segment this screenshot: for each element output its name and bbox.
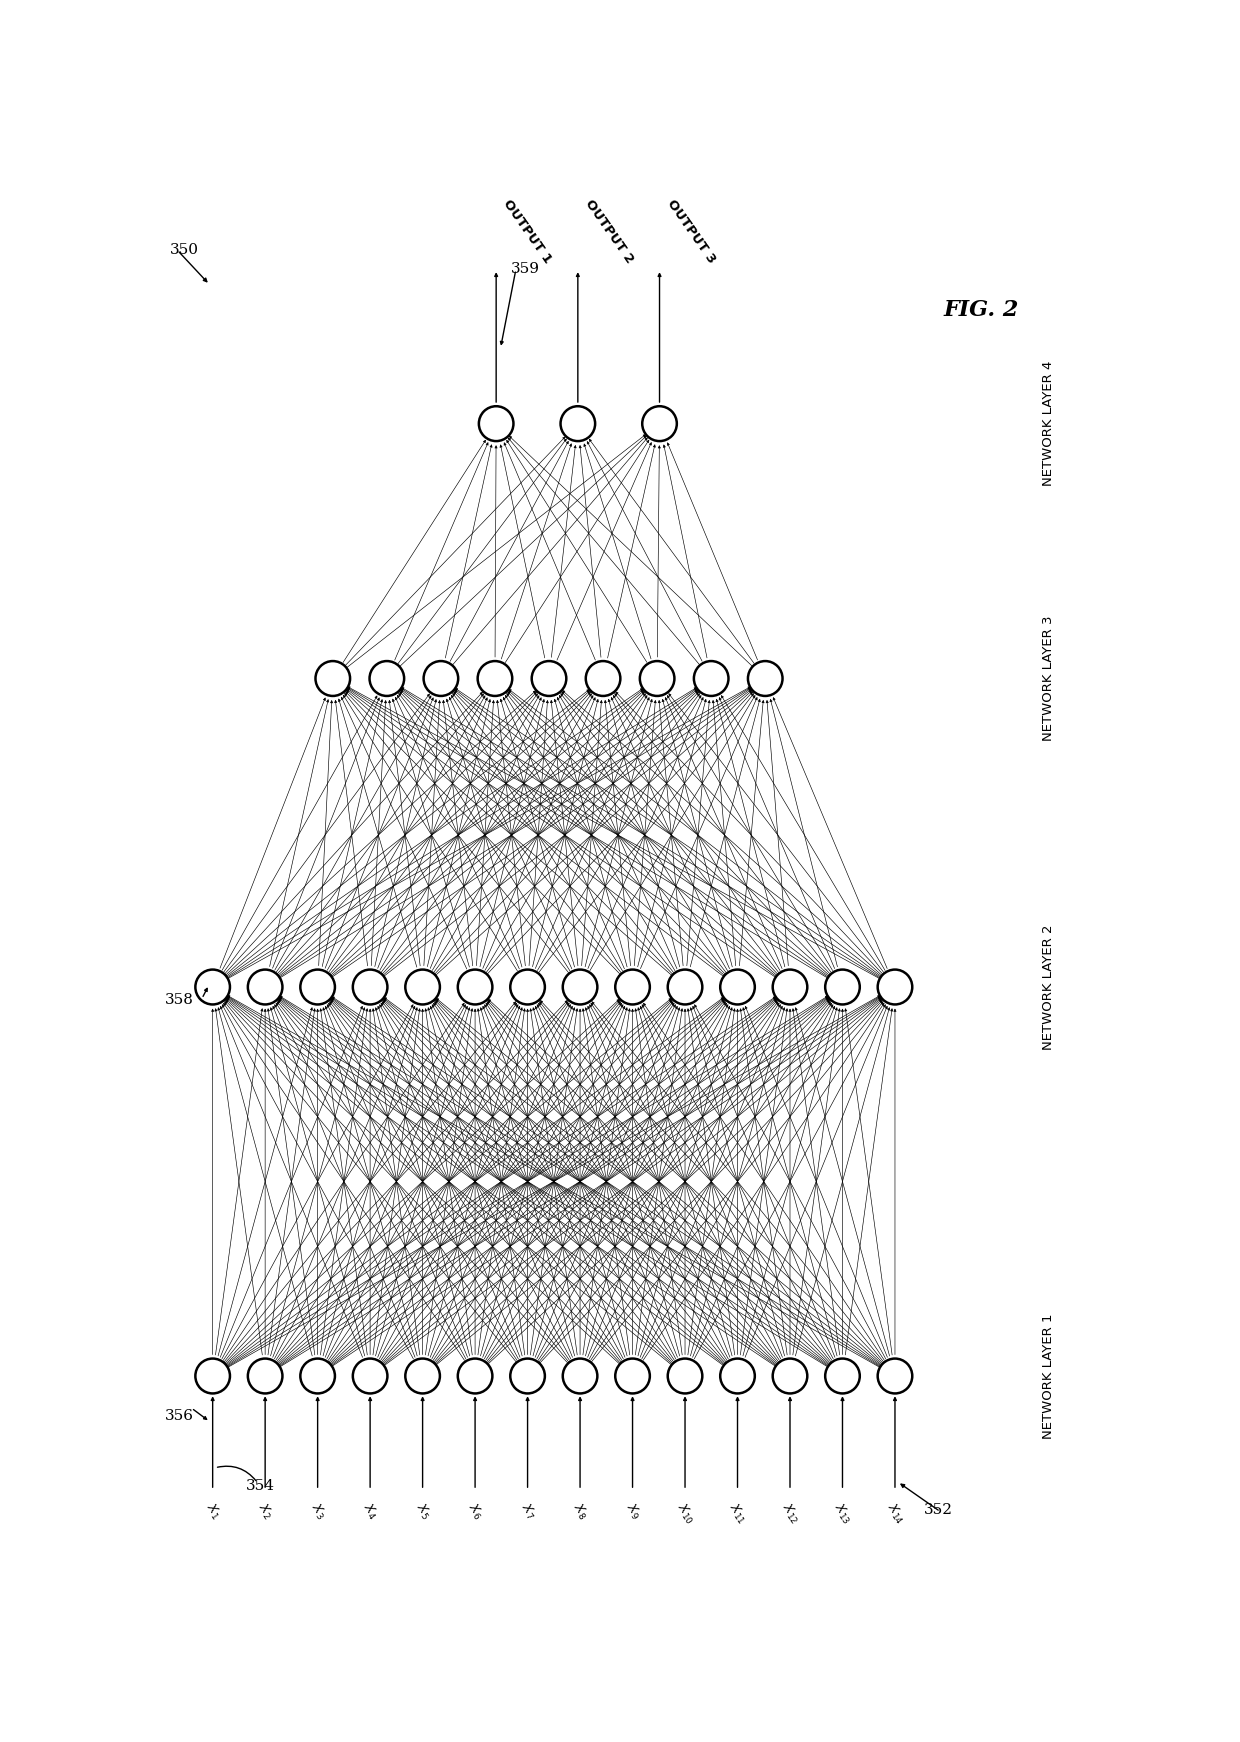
Text: OUTPUT 2: OUTPUT 2 <box>583 197 636 265</box>
Ellipse shape <box>560 406 595 441</box>
Ellipse shape <box>405 1359 440 1394</box>
Text: $X_{10}$: $X_{10}$ <box>672 1502 697 1528</box>
Text: $X_{3}$: $X_{3}$ <box>306 1502 329 1523</box>
Text: 356: 356 <box>165 1409 193 1423</box>
Ellipse shape <box>300 970 335 1005</box>
Ellipse shape <box>878 970 913 1005</box>
Ellipse shape <box>563 1359 598 1394</box>
Ellipse shape <box>773 1359 807 1394</box>
Text: $X_{11}$: $X_{11}$ <box>725 1502 750 1528</box>
Ellipse shape <box>585 660 620 697</box>
Text: $X_{13}$: $X_{13}$ <box>830 1502 854 1528</box>
Ellipse shape <box>720 1359 755 1394</box>
Text: $X_{12}$: $X_{12}$ <box>777 1502 802 1526</box>
Ellipse shape <box>615 970 650 1005</box>
Ellipse shape <box>353 1359 387 1394</box>
Text: FIG. 2: FIG. 2 <box>944 298 1019 321</box>
Ellipse shape <box>532 660 567 697</box>
Text: NETWORK LAYER 4: NETWORK LAYER 4 <box>1043 361 1055 486</box>
Ellipse shape <box>773 970 807 1005</box>
Text: 352: 352 <box>924 1503 952 1517</box>
Text: OUTPUT 3: OUTPUT 3 <box>665 197 718 265</box>
Ellipse shape <box>353 970 387 1005</box>
Text: 354: 354 <box>247 1479 275 1493</box>
Text: NETWORK LAYER 1: NETWORK LAYER 1 <box>1043 1313 1055 1439</box>
Text: $X_{4}$: $X_{4}$ <box>360 1502 381 1523</box>
Ellipse shape <box>615 1359 650 1394</box>
Text: 358: 358 <box>165 993 193 1007</box>
Text: NETWORK LAYER 3: NETWORK LAYER 3 <box>1043 615 1055 742</box>
Text: OUTPUT 1: OUTPUT 1 <box>501 197 554 265</box>
Text: $X_{6}$: $X_{6}$ <box>464 1502 486 1523</box>
Ellipse shape <box>748 660 782 697</box>
Ellipse shape <box>667 970 702 1005</box>
Ellipse shape <box>300 1359 335 1394</box>
Text: NETWORK LAYER 2: NETWORK LAYER 2 <box>1043 925 1055 1050</box>
Ellipse shape <box>458 1359 492 1394</box>
Ellipse shape <box>640 660 675 697</box>
Text: 359: 359 <box>511 263 539 277</box>
Ellipse shape <box>458 970 492 1005</box>
Text: $X_{8}$: $X_{8}$ <box>569 1502 590 1523</box>
Ellipse shape <box>479 406 513 441</box>
Ellipse shape <box>511 970 544 1005</box>
Text: $X_{2}$: $X_{2}$ <box>254 1502 275 1523</box>
Text: $X_{1}$: $X_{1}$ <box>202 1502 223 1523</box>
Text: $X_{5}$: $X_{5}$ <box>412 1502 433 1523</box>
Ellipse shape <box>248 1359 283 1394</box>
Text: $X_{9}$: $X_{9}$ <box>621 1502 644 1523</box>
Ellipse shape <box>511 1359 544 1394</box>
Ellipse shape <box>563 970 598 1005</box>
Ellipse shape <box>405 970 440 1005</box>
Ellipse shape <box>720 970 755 1005</box>
Text: 350: 350 <box>170 242 198 256</box>
Ellipse shape <box>248 970 283 1005</box>
Ellipse shape <box>196 1359 229 1394</box>
Ellipse shape <box>825 970 859 1005</box>
Ellipse shape <box>196 970 229 1005</box>
Ellipse shape <box>370 660 404 697</box>
Ellipse shape <box>315 660 350 697</box>
Ellipse shape <box>424 660 459 697</box>
Ellipse shape <box>825 1359 859 1394</box>
Ellipse shape <box>667 1359 702 1394</box>
Ellipse shape <box>477 660 512 697</box>
Text: $X_{14}$: $X_{14}$ <box>883 1502 908 1528</box>
Ellipse shape <box>878 1359 913 1394</box>
Text: $X_{7}$: $X_{7}$ <box>517 1502 538 1523</box>
Ellipse shape <box>694 660 728 697</box>
Ellipse shape <box>642 406 677 441</box>
